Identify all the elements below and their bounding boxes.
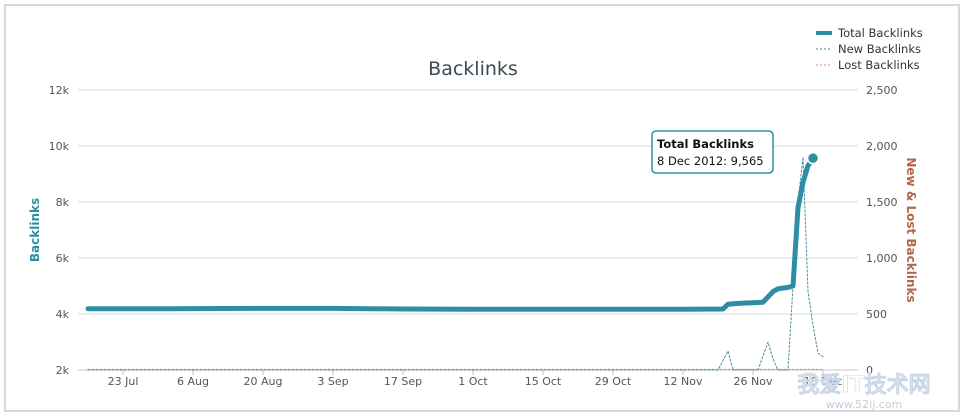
series-line-total-backlinks[interactable] [85, 155, 816, 312]
legend-label-lost: Lost Backlinks [838, 58, 920, 72]
y-right-tick-label: 500 [866, 308, 887, 321]
legend[interactable]: Total Backlinks New Backlinks Lost Backl… [816, 26, 923, 72]
tooltip: Total Backlinks 8 Dec 2012: 9,565 [651, 130, 774, 174]
chart-frame [4, 4, 960, 412]
legend-label-new: New Backlinks [838, 42, 921, 56]
y-right-tick-label: 2,500 [866, 84, 898, 97]
legend-item-lost-backlinks[interactable]: Lost Backlinks [816, 58, 920, 72]
legend-item-total-backlinks[interactable]: Total Backlinks [816, 26, 923, 40]
y-left-tick-label: 2k [56, 364, 70, 377]
x-tick-label: 12 Nov [664, 375, 703, 388]
y-right-tick-label: 1,000 [866, 252, 898, 265]
series-line-new-backlinks[interactable] [87, 156, 824, 371]
series-group [85, 151, 824, 371]
y-left-tick-label: 6k [56, 252, 70, 265]
x-tick-label: 3 Sep [317, 375, 348, 388]
x-tick-label: 26 Nov [734, 375, 773, 388]
legend-label-total: Total Backlinks [837, 26, 923, 40]
x-tick-label: 10 Dec [804, 375, 843, 388]
y-left-tick-label: 4k [56, 308, 70, 321]
y-right-tick-label: 1,500 [866, 196, 898, 209]
x-axis-ticks: 23 Jul 6 Aug 20 Aug 3 Sep 17 Sep 1 Oct 15 Oct 2… [108, 370, 843, 388]
x-tick-label: 6 Aug [177, 375, 209, 388]
watermark-text: 我爱IT技术网 [797, 373, 930, 398]
y-left-tick-label: 8k [56, 196, 70, 209]
x-tick-label: 15 Oct [525, 375, 562, 388]
y-left-tick-label: 12k [49, 84, 70, 97]
legend-item-new-backlinks[interactable]: New Backlinks [816, 42, 921, 56]
watermark: 我爱IT技术网 www.52ij.com [797, 373, 931, 411]
tooltip-box [651, 130, 774, 174]
tooltip-point-marker[interactable] [806, 151, 820, 165]
chart-title: Backlinks [428, 58, 518, 80]
x-tick-label: 23 Jul [108, 375, 139, 388]
x-tick-label: 20 Aug [244, 375, 283, 388]
y-right-tick-label: 0 [866, 364, 873, 377]
left-axis-ticks: 2k 4k 6k 8k 10k 12k [49, 84, 70, 377]
right-axis-label: New & Lost Backlinks [904, 157, 918, 302]
left-axis-label: Backlinks [28, 198, 42, 262]
tooltip-title: Total Backlinks [657, 137, 754, 151]
y-right-tick-label: 2,000 [866, 140, 898, 153]
x-tick-label: 17 Sep [384, 375, 422, 388]
x-tick-label: 1 Oct [458, 375, 488, 388]
right-axis-ticks: 0 500 1,000 1,500 2,000 2,500 [866, 84, 898, 377]
watermark-url: www.52ij.com [826, 398, 903, 411]
tooltip-body: 8 Dec 2012: 9,565 [657, 154, 764, 168]
x-tick-label: 29 Oct [595, 375, 632, 388]
y-left-tick-label: 10k [49, 140, 70, 153]
